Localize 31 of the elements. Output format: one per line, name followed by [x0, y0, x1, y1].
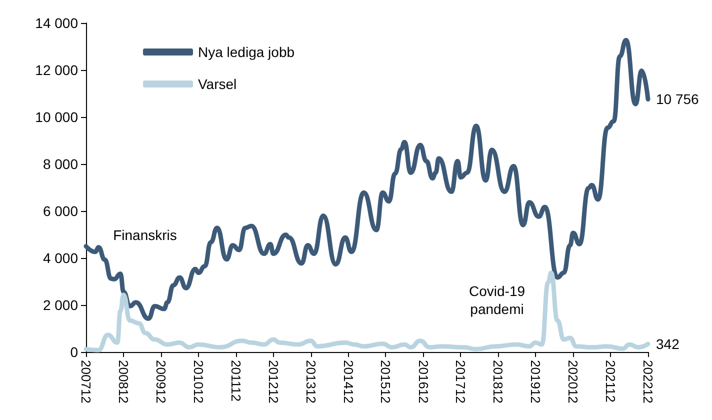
- y-tick-label: 14 000: [35, 15, 78, 31]
- y-tick-label: 10 000: [35, 109, 78, 125]
- annotation: Covid-19 pandemi: [468, 283, 526, 317]
- x-tick-label: 201912: [528, 360, 544, 404]
- x-tick-label: 202012: [566, 360, 581, 404]
- y-tick-label: 8 000: [42, 156, 78, 172]
- x-tick-label: 201712: [453, 360, 468, 404]
- x-tick-label: 201012: [190, 360, 206, 404]
- y-tick-label: 4 000: [42, 250, 78, 266]
- y-tick-label: 6 000: [42, 203, 78, 219]
- x-tick-label: 201512: [378, 360, 394, 404]
- x-tick-label: 201312: [303, 360, 318, 404]
- x-tick-label: 202112: [603, 360, 618, 402]
- x-tick-label: 202212: [640, 360, 656, 404]
- legend-label: Varsel: [198, 76, 237, 92]
- x-tick-label: 201812: [490, 360, 506, 404]
- x-tick-label: 200712: [78, 360, 94, 404]
- y-tick-label: 12 000: [35, 62, 78, 78]
- x-tick-label: 200812: [116, 360, 132, 404]
- x-tick-label: 201212: [266, 360, 281, 404]
- x-tick-label: 201412: [340, 360, 356, 404]
- x-tick-label: 201112: [228, 360, 244, 402]
- line-series: [84, 38, 650, 321]
- y-tick-label: 0: [70, 344, 78, 360]
- data-label: 342: [656, 336, 680, 352]
- x-tick-label: 200912: [153, 360, 168, 404]
- data-label: 10 756: [656, 91, 700, 108]
- annotation: Finanskris: [113, 227, 177, 243]
- legend-label: Nya lediga jobb: [198, 44, 295, 60]
- y-tick-label: 2 000: [42, 297, 78, 313]
- x-tick-label: 201612: [416, 360, 431, 404]
